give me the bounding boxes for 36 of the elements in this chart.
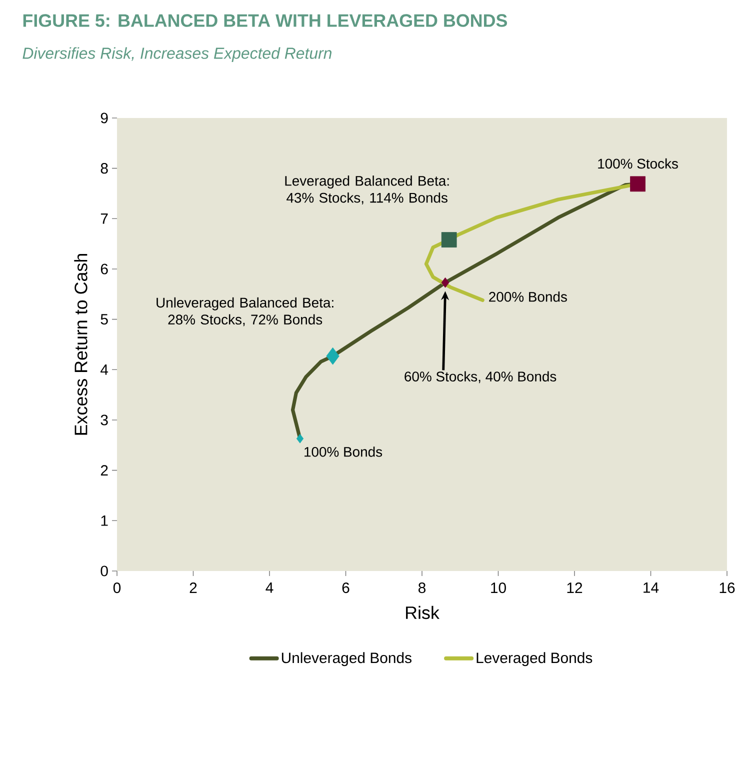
y-tick-label: 8	[100, 163, 108, 174]
y-tick-label: 4	[100, 364, 108, 375]
annotation: 60% Stocks, 40% Bonds	[404, 371, 556, 384]
x-tick-label: 6	[342, 582, 350, 594]
annotation: Leveraged Balanced Beta: 43% Stocks, 114% Bonds	[285, 176, 449, 204]
x-tick-label: 10	[491, 582, 506, 594]
x-tick-label: 12	[567, 582, 582, 593]
point	[296, 434, 304, 444]
point	[441, 232, 457, 248]
legend-label: Leveraged Bonds	[476, 652, 592, 666]
point	[441, 277, 450, 288]
annotation: 100% Stocks	[598, 158, 678, 169]
y-tick-label: 9	[100, 112, 108, 124]
x-tick-label: 2	[190, 582, 197, 593]
point	[326, 347, 340, 365]
y-tick-label: 3	[100, 414, 108, 426]
y-tick-label: 1	[101, 516, 108, 526]
y-tick-label: 5	[100, 314, 108, 325]
y-tick-label: 0	[100, 566, 108, 576]
x-tick-label: 4	[266, 582, 274, 593]
x-tick-label: 0	[113, 582, 121, 594]
y-tick-label: 6	[100, 264, 108, 274]
chart-title: FIGURE 5: BALANCED BETA WITH LEVERAGED BONDS	[23, 14, 507, 27]
legend-label: Unleveraged Bonds	[282, 652, 412, 666]
point	[630, 176, 646, 192]
x-tick-label: 16	[720, 582, 735, 594]
annotation: Unleveraged Balanced Beta: 28% Stocks, 72% Bonds	[156, 297, 334, 326]
x-axis-title: Risk	[406, 606, 440, 620]
chart-subtitle: Diversifies Risk, Increases Expected Return	[22, 47, 332, 62]
annotation: 200% Bonds	[489, 292, 567, 302]
x-tick-label: 14	[644, 582, 659, 593]
y-tick-label: 7	[100, 214, 108, 224]
x-tick-label: 8	[418, 582, 426, 594]
annotation: 100% Bonds	[304, 446, 382, 457]
y-axis-title: Excess Return to Cash	[74, 254, 88, 435]
y-tick-label: 2	[100, 465, 108, 476]
